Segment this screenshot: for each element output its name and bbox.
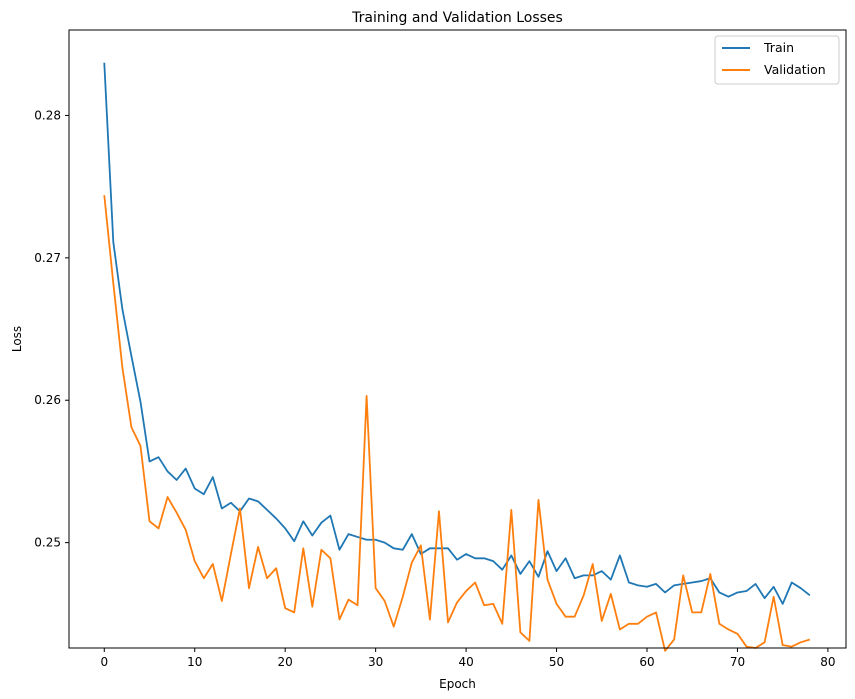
x-tick-label: 80 — [820, 655, 835, 669]
y-tick-label: 0.27 — [34, 251, 61, 265]
series-lines — [103, 62, 811, 652]
series-line-train — [103, 62, 811, 605]
y-axis-label: Loss — [10, 326, 24, 352]
y-tick-label: 0.26 — [34, 393, 61, 407]
y-tick-label: 0.28 — [34, 108, 61, 122]
x-axis-ticks: 0 10 20 30 40 50 60 70 80 — [100, 648, 836, 669]
x-tick-label: 30 — [368, 655, 383, 669]
x-tick-label: 20 — [278, 655, 293, 669]
x-tick-label: 50 — [549, 655, 564, 669]
x-tick-label: 0 — [100, 655, 108, 669]
y-axis-ticks: 0.25 0.26 0.27 0.28 — [34, 108, 69, 550]
legend: Train Validation — [714, 35, 840, 85]
x-tick-label: 10 — [187, 655, 202, 669]
plot-frame — [68, 29, 847, 649]
y-tick-label: 0.25 — [34, 536, 61, 550]
x-tick-label: 40 — [458, 655, 473, 669]
legend-label-validation: Validation — [764, 62, 826, 77]
plot-area — [69, 30, 846, 648]
legend-label-train: Train — [763, 40, 794, 55]
x-tick-label: 70 — [730, 655, 745, 669]
chart-title: Training and Validation Losses — [351, 10, 563, 26]
x-tick-label: 60 — [639, 655, 654, 669]
x-axis-label: Epoch — [439, 677, 476, 691]
series-line-validation — [103, 195, 811, 652]
